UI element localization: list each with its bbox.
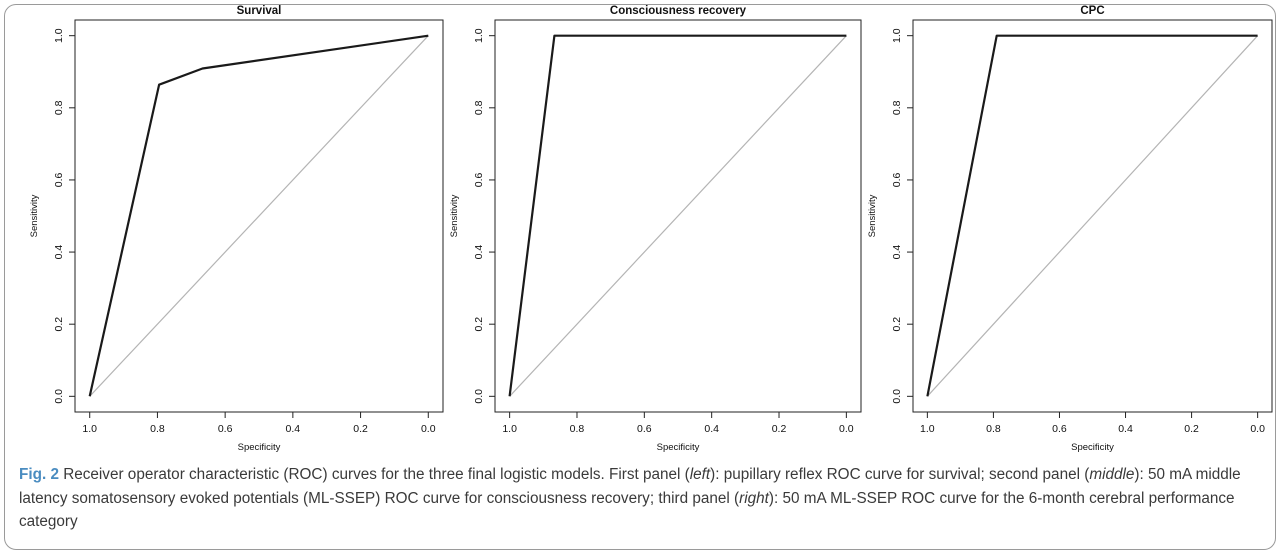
x-axis-label: Specificity: [1071, 442, 1114, 453]
y-tick-label: 0.8: [53, 100, 65, 115]
x-tick-label: 0.4: [1118, 423, 1133, 435]
y-axis-label: Sensitivity: [867, 194, 878, 237]
x-tick-label: 0.4: [704, 423, 719, 435]
caption-middle: middle: [1089, 466, 1135, 483]
y-tick-label: 0.4: [473, 245, 485, 260]
x-tick-label: 0.6: [218, 423, 233, 435]
x-tick-label: 1.0: [502, 423, 517, 435]
roc-panel-2: Consciousness recovery 1.0 0.8 0.6 0.4 0.2 0.0…: [449, 5, 862, 453]
x-tick-label: 0.2: [772, 423, 787, 435]
y-tick-label: 1.0: [891, 28, 903, 43]
y-tick-label: 0.2: [53, 317, 65, 332]
y-tick-label: 0.6: [891, 172, 903, 187]
caption-right: right: [739, 489, 769, 507]
x-tick-label: 0.0: [839, 423, 854, 435]
caption-text-2: ): pupillary reflex ROC curve for surviv…: [710, 466, 1090, 483]
y-tick-label: 0.2: [473, 317, 485, 332]
y-tick-label: 0.6: [473, 172, 485, 187]
x-tick-label: 1.0: [82, 423, 97, 435]
roc-figure: Survival 1.0 0.8 0.6 0.4 0.2 0.0 Specificity 0.0…: [29, 5, 1273, 453]
y-tick-label: 0.0: [53, 389, 65, 404]
caption-text-4: ): 50 mA ML-SSEP ROC curve for the 6-mon…: [19, 489, 1235, 531]
roc-curve-line: [88, 34, 429, 397]
reference-diagonal-line: [509, 35, 847, 397]
x-tick-label: 1.0: [920, 423, 935, 435]
x-tick-label: 0.2: [353, 423, 368, 435]
roc-curve-line: [926, 34, 1258, 397]
y-tick-label: 1.0: [53, 28, 65, 43]
x-tick-label: 0.6: [637, 423, 652, 435]
y-tick-label: 0.8: [891, 100, 903, 115]
x-tick-label: 0.2: [1184, 423, 1199, 435]
x-tick-label: 0.0: [421, 423, 436, 435]
x-tick-label: 0.8: [986, 423, 1001, 435]
y-tick-label: 0.0: [473, 389, 485, 404]
plot-box: [912, 19, 1273, 413]
x-tick-label: 0.0: [1250, 423, 1265, 435]
caption-text-1: Receiver operator characteristic (ROC) c…: [58, 466, 690, 483]
figure-label: Fig. 2: [19, 466, 59, 483]
reference-diagonal-line: [89, 35, 429, 397]
chart-title: Consciousness recovery: [610, 5, 747, 17]
chart-title: CPC: [1080, 5, 1104, 17]
roc-panel-3: CPC 1.0 0.8 0.6 0.4 0.2 0.0 Specificity 0.0 0.2 0.…: [867, 5, 1273, 453]
y-axis-label: Sensitivity: [29, 194, 40, 237]
y-tick-label: 0.4: [891, 245, 903, 260]
x-tick-label: 0.4: [286, 423, 301, 435]
y-axis-label: Sensitivity: [449, 194, 460, 237]
y-tick-label: 0.2: [891, 317, 903, 332]
y-tick-label: 0.0: [891, 389, 903, 404]
x-tick-label: 0.6: [1052, 423, 1067, 435]
x-axis-label: Specificity: [238, 442, 281, 453]
reference-diagonal-line: [926, 35, 1259, 397]
plot-box: [74, 19, 444, 413]
x-axis-label: Specificity: [657, 442, 700, 453]
roc-curve-line: [508, 34, 847, 397]
caption-text-3: ): 50 mA middle latency somatosensory ev…: [19, 466, 1241, 507]
y-tick-label: 0.8: [473, 100, 485, 115]
y-tick-label: 1.0: [473, 28, 485, 43]
x-tick-label: 0.8: [570, 423, 585, 435]
figure-caption: Fig. 2 Receiver operator characteristic …: [19, 463, 1263, 534]
figure-frame: [4, 4, 1276, 550]
plot-box: [494, 19, 862, 413]
x-tick-label: 0.8: [150, 423, 165, 435]
roc-panel-1: Survival 1.0 0.8 0.6 0.4 0.2 0.0 Specificity 0.0…: [29, 5, 444, 453]
chart-title: Survival: [237, 5, 282, 17]
caption-left: left: [689, 466, 711, 483]
y-tick-label: 0.6: [53, 172, 65, 187]
y-tick-label: 0.4: [53, 245, 65, 260]
